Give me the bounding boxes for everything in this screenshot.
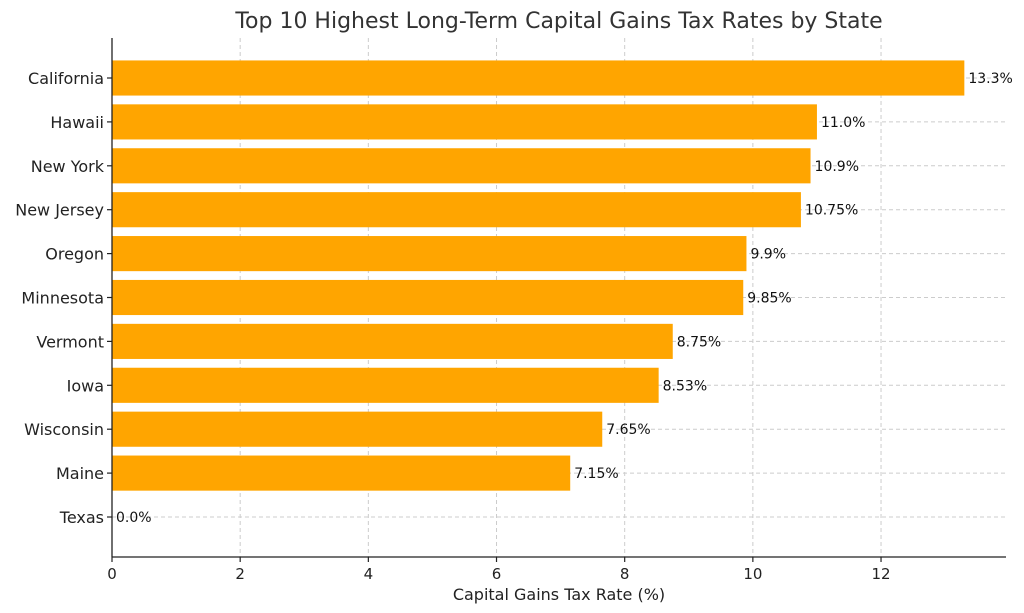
x-tick-label: 6 xyxy=(492,565,502,583)
category-label: New Jersey xyxy=(15,201,104,220)
bar-vermont xyxy=(112,323,673,359)
value-label: 8.75% xyxy=(677,334,721,350)
x-axis-label: Capital Gains Tax Rate (%) xyxy=(453,585,665,604)
value-label: 10.75% xyxy=(805,203,858,219)
value-label: 11.0% xyxy=(821,115,865,131)
bar-oregon xyxy=(112,236,747,272)
value-label: 7.15% xyxy=(574,466,618,482)
value-label: 0.0% xyxy=(116,510,152,526)
category-label: Hawaii xyxy=(50,113,104,132)
x-tick-label: 12 xyxy=(871,565,890,583)
value-label: 9.9% xyxy=(750,247,786,263)
x-tick-label: 0 xyxy=(107,565,117,583)
value-label: 7.65% xyxy=(606,422,650,438)
bar-new-jersey xyxy=(112,192,801,228)
category-label: Wisconsin xyxy=(24,420,104,439)
chart-title: Top 10 Highest Long-Term Capital Gains T… xyxy=(234,9,882,34)
category-label: Texas xyxy=(59,508,104,527)
category-label: Vermont xyxy=(36,332,104,351)
bar-hawaii xyxy=(112,104,817,140)
value-label: 13.3% xyxy=(968,71,1012,87)
bar-maine xyxy=(112,455,571,491)
x-tick-label: 8 xyxy=(620,565,630,583)
value-label: 9.85% xyxy=(747,291,791,307)
category-label: Maine xyxy=(56,464,104,483)
category-label: Oregon xyxy=(45,245,104,264)
bar-new-york xyxy=(112,148,811,184)
x-tick-label: 2 xyxy=(235,565,245,583)
category-label: Minnesota xyxy=(21,289,104,308)
category-label: California xyxy=(28,69,104,88)
bar-minnesota xyxy=(112,279,744,316)
x-tick-label: 10 xyxy=(743,565,762,583)
bars: 13.3% 11.0% 10.9% 10.75% 9.9% 9.85% 8.75% 8.53%… xyxy=(112,60,1013,526)
x-tick-label: 4 xyxy=(364,565,374,583)
category-label: Iowa xyxy=(67,376,104,395)
axes: California Hawaii New York New Jersey Oregon… xyxy=(15,38,1006,583)
value-label: 8.53% xyxy=(663,378,707,394)
bar-iowa xyxy=(112,367,659,403)
bar-california xyxy=(112,60,965,96)
category-label: New York xyxy=(31,157,105,176)
value-label: 10.9% xyxy=(815,159,859,175)
bar-wisconsin xyxy=(112,411,603,447)
